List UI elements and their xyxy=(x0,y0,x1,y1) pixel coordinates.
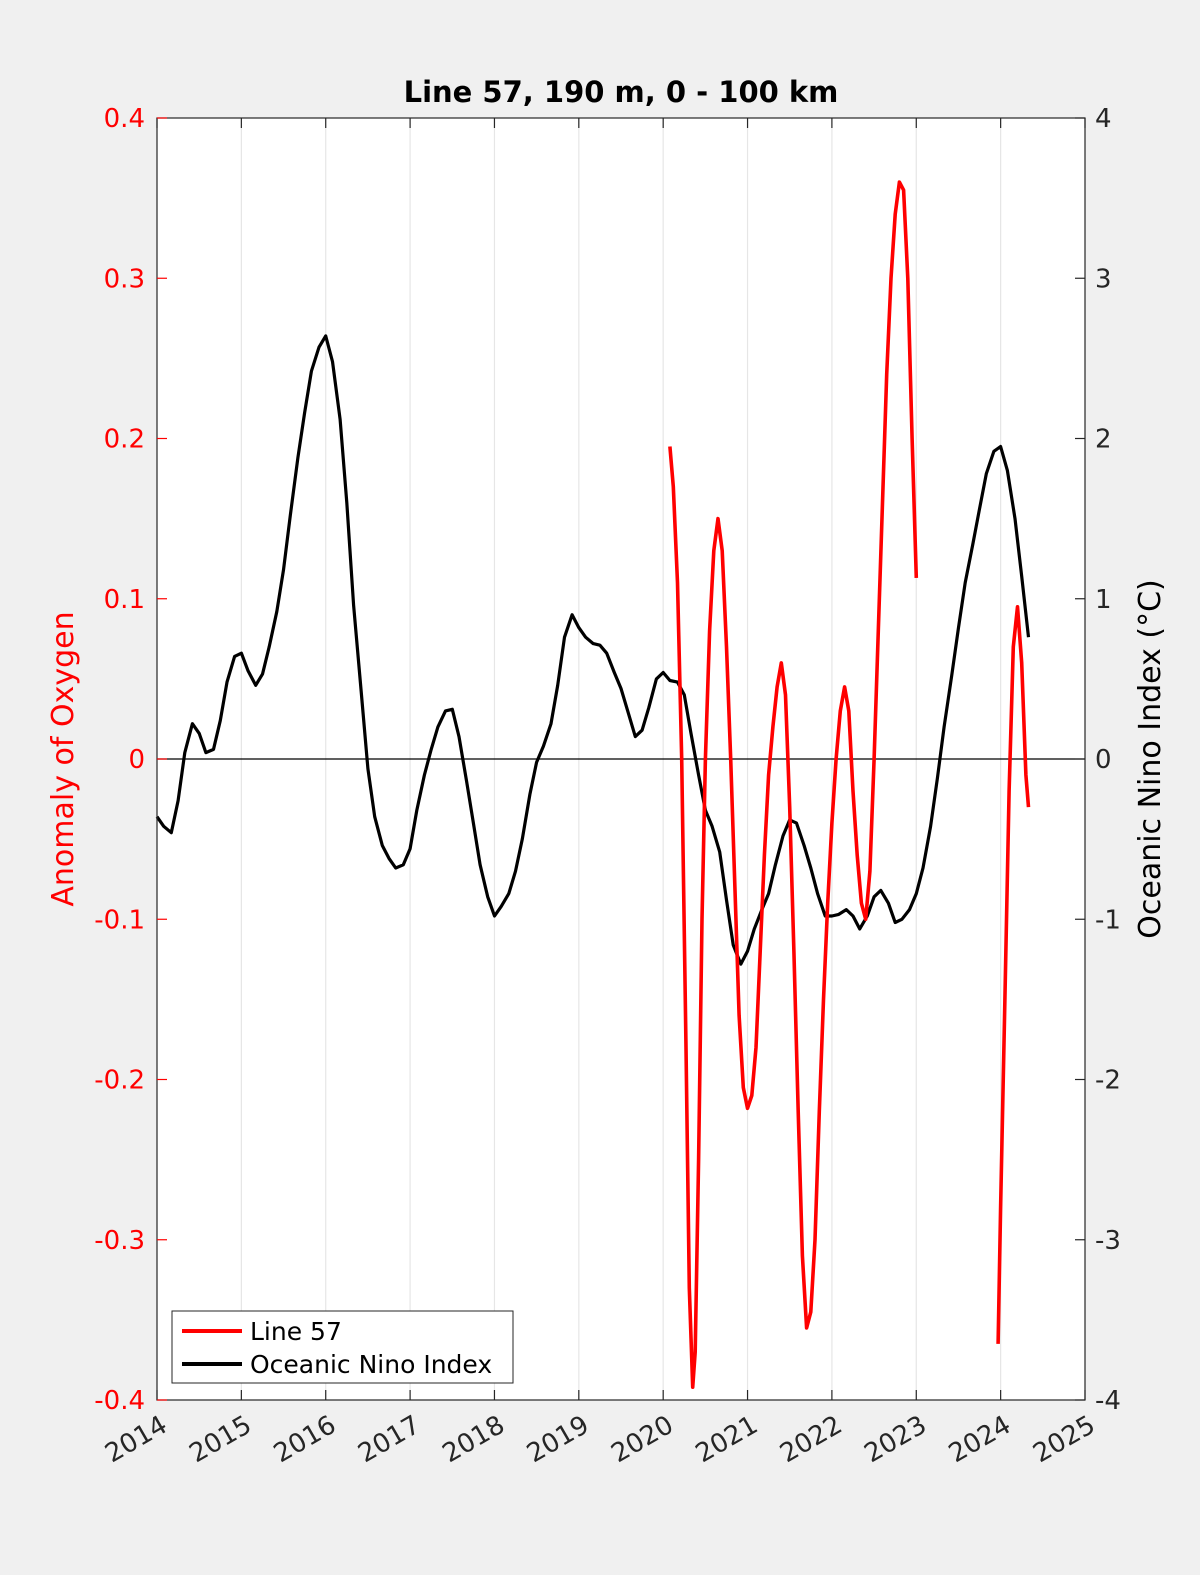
series-line-oceanic-nino-index xyxy=(155,334,1031,966)
y-left-tick-label: 0.2 xyxy=(104,425,145,455)
legend-label-oni: Oceanic Nino Index xyxy=(250,1350,492,1379)
legend-label-line-57: Line 57 xyxy=(250,1317,342,1346)
y-left-tick-label: -0.2 xyxy=(94,1066,145,1096)
y-right-tick-label: -4 xyxy=(1095,1386,1121,1416)
y-right-tick-label: -1 xyxy=(1095,905,1121,935)
series-line-line-57-segment-2 xyxy=(996,604,1031,1344)
series-layer xyxy=(155,180,1031,1389)
y-right-tick-label: 4 xyxy=(1095,104,1112,134)
y-left-tick-label: 0.4 xyxy=(104,104,145,134)
y-left-tick-label: -0.4 xyxy=(94,1386,145,1416)
y-right-tick-label: 1 xyxy=(1095,585,1112,615)
y-right-tick-label: -2 xyxy=(1095,1066,1121,1096)
chart-title: Line 57, 190 m, 0 - 100 km xyxy=(404,75,839,109)
y-left-tick-label: 0.1 xyxy=(104,585,145,615)
legend: Line 57 Oceanic Nino Index xyxy=(171,1310,514,1384)
y-left-tick-label: 0.3 xyxy=(104,264,145,294)
y-axis-right-label: Oceanic Nino Index (°C) xyxy=(1133,579,1168,939)
y-left-tick-label: 0 xyxy=(128,745,145,775)
y-right-tick-label: 3 xyxy=(1095,264,1112,294)
y-axis-left-label: Anomaly of Oxygen xyxy=(46,611,81,906)
y-right-tick-label: 0 xyxy=(1095,745,1112,775)
y-right-tick-label: 2 xyxy=(1095,425,1112,455)
y-right-tick-label: -3 xyxy=(1095,1226,1121,1256)
y-left-tick-label: -0.1 xyxy=(94,905,145,935)
legend-box xyxy=(171,1310,514,1384)
y-left-tick-label: -0.3 xyxy=(94,1226,145,1256)
series-line-line-57-segment-1 xyxy=(668,180,919,1389)
